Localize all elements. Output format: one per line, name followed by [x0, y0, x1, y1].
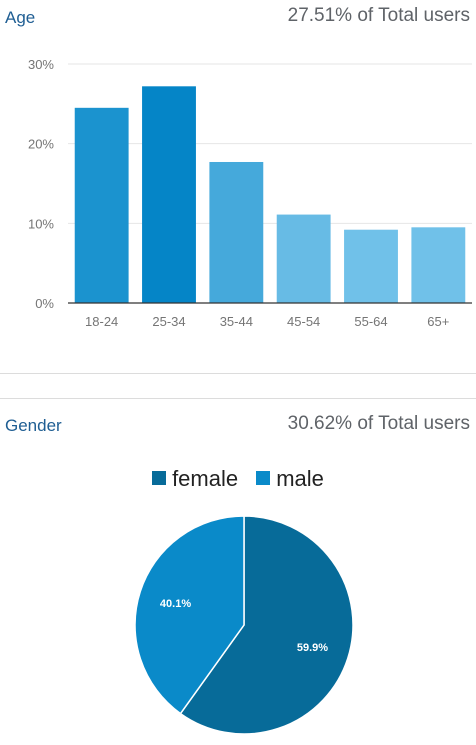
- bar-18-24[interactable]: [74, 107, 129, 303]
- legend-swatch-male: [256, 471, 271, 486]
- y-tick-label: 30%: [28, 57, 54, 72]
- age-total-users-summary: 27.51% of Total users: [287, 5, 470, 26]
- pie-slice-label: 40.1%: [160, 598, 191, 610]
- bar-35-44[interactable]: [209, 161, 264, 303]
- x-tick-label: 45-54: [287, 314, 320, 329]
- age-section-title: Age: [5, 8, 36, 27]
- x-tick-label: 25-34: [152, 314, 185, 329]
- legend-swatch-female: [152, 471, 167, 486]
- bar-25-34[interactable]: [142, 86, 196, 303]
- x-tick-label: 18-24: [85, 314, 118, 329]
- pie-slice-label: 59.9%: [297, 642, 328, 654]
- y-tick-label: 10%: [28, 216, 54, 231]
- pie-slice-female[interactable]: [179, 515, 354, 735]
- bar-65+[interactable]: [411, 227, 466, 303]
- section-divider: [0, 398, 476, 399]
- section-divider: [0, 373, 476, 374]
- y-tick-label: 20%: [28, 137, 54, 152]
- legend-label-female: female: [172, 466, 239, 491]
- bar-55-64[interactable]: [344, 229, 398, 303]
- x-tick-label: 35-44: [220, 314, 253, 329]
- x-tick-label: 65+: [427, 314, 449, 329]
- gender-legend: female male: [0, 466, 476, 492]
- age-bar-chart: 0% 10% 20% 30% 18-24 25-34 35-44 45-54 55-64 65+: [28, 57, 472, 329]
- legend-label-male: male: [276, 466, 324, 491]
- pie-slice-male[interactable]: [134, 515, 245, 715]
- legend-item-male[interactable]: male: [256, 466, 324, 492]
- y-tick-label: 0%: [35, 296, 54, 311]
- x-tick-label: 55-64: [354, 314, 387, 329]
- gender-total-users-summary: 30.62% of Total users: [287, 413, 470, 434]
- bar-45-54[interactable]: [276, 214, 331, 303]
- legend-item-female[interactable]: female: [152, 466, 238, 492]
- gender-section-title: Gender: [5, 416, 62, 435]
- gender-pie-chart: 59.9% 40.1%: [134, 515, 354, 735]
